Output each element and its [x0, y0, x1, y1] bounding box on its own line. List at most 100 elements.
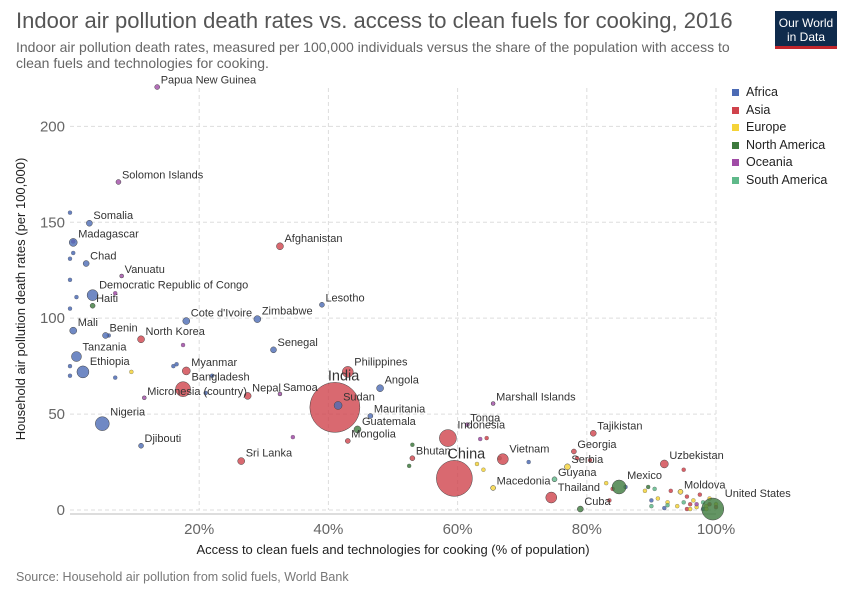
data-point	[333, 401, 343, 410]
logo-line-2: in Data	[786, 30, 826, 44]
point-label: Lesotho	[325, 292, 364, 304]
data-point	[129, 369, 134, 375]
point-label: Sudan	[343, 391, 375, 403]
data-point	[587, 457, 593, 463]
y-tick-label: 0	[57, 502, 65, 519]
point-label: Angola	[385, 375, 420, 387]
data-point	[490, 485, 496, 491]
point-label: Nigeria	[110, 407, 146, 419]
y-tick-label: 50	[48, 406, 65, 423]
data-point	[171, 363, 176, 369]
y-tick-label: 150	[40, 214, 65, 231]
x-tick-label: 20%	[184, 521, 214, 538]
point-label: Cote d'Ivoire	[191, 308, 252, 320]
point-label: Tajikistan	[597, 420, 642, 432]
logo-line-1: Our World	[778, 16, 834, 30]
data-point	[410, 442, 415, 447]
point-label: Nepal	[252, 382, 281, 394]
legend-item-south-america[interactable]: South America	[732, 173, 827, 191]
chart-title: Indoor air pollution death rates vs. acc…	[16, 8, 733, 33]
data-point	[119, 273, 124, 279]
data-point	[67, 363, 73, 369]
point-label: China	[447, 446, 486, 462]
point-label: Cuba	[584, 496, 611, 508]
data-point	[67, 277, 73, 282]
data-point	[209, 373, 215, 378]
point-label: Serbia	[571, 454, 604, 466]
data-point	[694, 502, 699, 507]
data-point	[474, 461, 480, 467]
point-label: Guyana	[558, 467, 597, 479]
data-point	[668, 488, 673, 493]
data-point	[649, 498, 654, 503]
legend-item-africa[interactable]: Africa	[732, 85, 827, 103]
point-label: North Korea	[146, 326, 206, 338]
data-point	[319, 302, 325, 308]
data-point	[182, 366, 191, 376]
point-label: Mongolia	[351, 428, 397, 440]
legend-item-oceania[interactable]: Oceania	[732, 155, 827, 173]
legend-item-north-america[interactable]: North America	[732, 138, 827, 156]
data-point	[688, 502, 693, 507]
data-point	[665, 503, 670, 508]
data-point	[367, 413, 374, 419]
point-label: Philippines	[354, 356, 408, 368]
data-point	[67, 373, 73, 378]
point-label: Moldova	[684, 479, 726, 491]
data-point	[574, 456, 580, 461]
data-point	[138, 442, 144, 449]
point-label: Sri Lanka	[246, 448, 293, 460]
data-point	[577, 505, 584, 513]
point-label: Haiti	[96, 293, 118, 305]
legend-label: Europe	[746, 120, 787, 134]
point-label: Vietnam	[509, 444, 549, 456]
data-point	[545, 491, 558, 504]
data-point	[611, 479, 627, 495]
point-label: Mauritania	[374, 404, 426, 416]
data-point	[675, 504, 680, 509]
x-tick-label: 100%	[697, 521, 735, 538]
x-tick-label: 60%	[443, 521, 473, 538]
x-tick-label: 80%	[572, 521, 602, 538]
legend-label: Africa	[746, 85, 778, 99]
point-label: Georgia	[577, 439, 617, 451]
data-point	[237, 457, 245, 465]
point-label: Papua New Guinea	[161, 75, 257, 87]
data-point	[376, 384, 384, 392]
point-label: Myanmar	[191, 357, 237, 369]
x-axis-title: Access to clean fuels and technologies f…	[196, 542, 589, 557]
y-axis-title: Household air pollution death rates (per…	[13, 158, 28, 441]
data-point	[113, 375, 118, 380]
data-point	[571, 448, 577, 455]
point-label: Benin	[110, 322, 138, 334]
data-point	[652, 486, 657, 492]
owid-logo[interactable]: Our World in Data	[775, 11, 837, 49]
legend-item-europe[interactable]: Europe	[732, 120, 827, 138]
data-point	[182, 317, 191, 325]
x-tick-label: 40%	[313, 521, 343, 538]
data-point	[253, 315, 262, 323]
point-label: Indonesia	[457, 420, 506, 432]
point-label: India	[328, 368, 360, 384]
data-point	[180, 342, 186, 348]
legend-label: Oceania	[746, 155, 793, 169]
legend-item-asia[interactable]: Asia	[732, 103, 827, 121]
data-point	[69, 326, 77, 335]
data-point	[353, 425, 362, 434]
point-label: Ethiopia	[90, 356, 131, 368]
data-point	[649, 504, 654, 509]
data-point	[409, 455, 416, 461]
data-point	[115, 179, 122, 185]
data-point	[76, 365, 90, 379]
legend-swatch	[732, 106, 739, 114]
data-point	[276, 242, 284, 250]
y-tick-label: 100	[40, 310, 65, 327]
data-point	[439, 429, 457, 447]
legend-swatch	[732, 124, 739, 131]
data-point	[406, 463, 412, 469]
point-label: Vanuatu	[125, 264, 165, 276]
data-point	[497, 453, 509, 465]
legend-label: South America	[746, 172, 828, 187]
data-point	[203, 390, 208, 396]
